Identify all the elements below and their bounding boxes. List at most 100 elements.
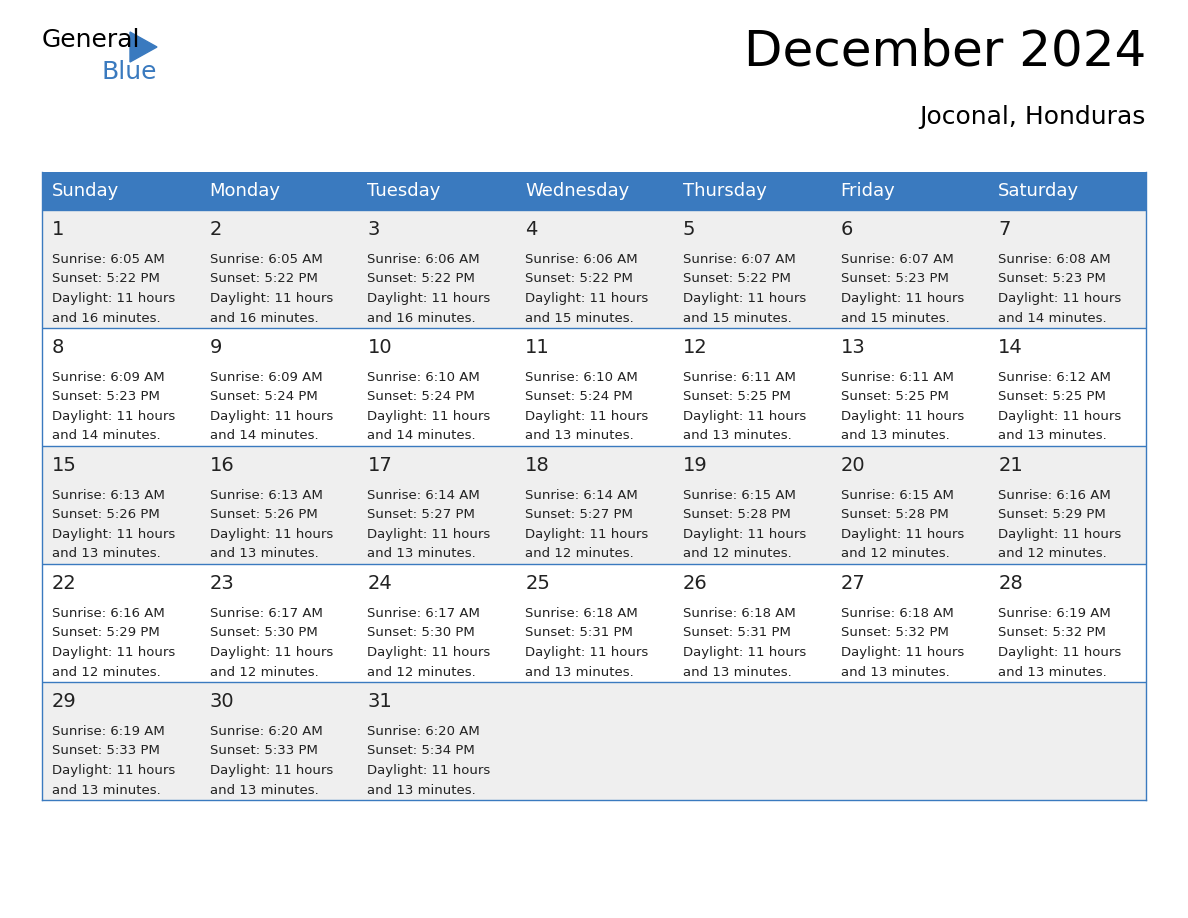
Text: and 13 minutes.: and 13 minutes. <box>683 666 791 678</box>
Text: 5: 5 <box>683 220 695 239</box>
Text: December 2024: December 2024 <box>744 28 1146 76</box>
Bar <box>42 564 1146 682</box>
Text: Sunset: 5:34 PM: Sunset: 5:34 PM <box>367 744 475 757</box>
Text: Sunset: 5:23 PM: Sunset: 5:23 PM <box>841 273 948 285</box>
Text: and 14 minutes.: and 14 minutes. <box>998 311 1107 324</box>
Bar <box>42 682 1146 800</box>
Text: and 12 minutes.: and 12 minutes. <box>367 666 476 678</box>
Text: Daylight: 11 hours: Daylight: 11 hours <box>52 764 176 777</box>
Text: 13: 13 <box>841 338 865 357</box>
Text: Sunset: 5:30 PM: Sunset: 5:30 PM <box>367 626 475 640</box>
Text: Sunset: 5:22 PM: Sunset: 5:22 PM <box>210 273 317 285</box>
Text: Daylight: 11 hours: Daylight: 11 hours <box>841 646 963 659</box>
Text: Sunrise: 6:15 AM: Sunrise: 6:15 AM <box>841 489 954 502</box>
Text: Daylight: 11 hours: Daylight: 11 hours <box>210 410 333 423</box>
Text: 14: 14 <box>998 338 1023 357</box>
Text: and 13 minutes.: and 13 minutes. <box>210 547 318 561</box>
Text: 2: 2 <box>210 220 222 239</box>
Text: Daylight: 11 hours: Daylight: 11 hours <box>210 764 333 777</box>
Text: Sunset: 5:24 PM: Sunset: 5:24 PM <box>525 390 633 404</box>
Text: and 13 minutes.: and 13 minutes. <box>998 430 1107 442</box>
Text: Sunset: 5:26 PM: Sunset: 5:26 PM <box>210 509 317 521</box>
Text: and 12 minutes.: and 12 minutes. <box>683 547 791 561</box>
Bar <box>42 172 1146 210</box>
Text: Sunrise: 6:09 AM: Sunrise: 6:09 AM <box>210 371 322 384</box>
Text: Sunrise: 6:16 AM: Sunrise: 6:16 AM <box>52 607 165 620</box>
Text: Daylight: 11 hours: Daylight: 11 hours <box>367 764 491 777</box>
Text: Sunrise: 6:06 AM: Sunrise: 6:06 AM <box>525 253 638 266</box>
Text: 23: 23 <box>210 574 234 593</box>
Text: Sunrise: 6:10 AM: Sunrise: 6:10 AM <box>367 371 480 384</box>
Text: Daylight: 11 hours: Daylight: 11 hours <box>841 528 963 541</box>
Text: 6: 6 <box>841 220 853 239</box>
Text: Daylight: 11 hours: Daylight: 11 hours <box>210 528 333 541</box>
Text: and 13 minutes.: and 13 minutes. <box>683 430 791 442</box>
Text: Sunset: 5:25 PM: Sunset: 5:25 PM <box>841 390 948 404</box>
Text: Daylight: 11 hours: Daylight: 11 hours <box>367 646 491 659</box>
Text: Sunset: 5:30 PM: Sunset: 5:30 PM <box>210 626 317 640</box>
Text: Daylight: 11 hours: Daylight: 11 hours <box>841 410 963 423</box>
Text: and 14 minutes.: and 14 minutes. <box>367 430 476 442</box>
Text: Sunrise: 6:11 AM: Sunrise: 6:11 AM <box>683 371 796 384</box>
Text: 20: 20 <box>841 456 865 475</box>
Text: Sunrise: 6:18 AM: Sunrise: 6:18 AM <box>525 607 638 620</box>
Text: Sunday: Sunday <box>52 182 119 200</box>
Text: Sunset: 5:22 PM: Sunset: 5:22 PM <box>367 273 475 285</box>
Text: and 12 minutes.: and 12 minutes. <box>52 666 160 678</box>
Text: 26: 26 <box>683 574 708 593</box>
Text: Sunrise: 6:16 AM: Sunrise: 6:16 AM <box>998 489 1111 502</box>
Text: and 14 minutes.: and 14 minutes. <box>210 430 318 442</box>
Text: Sunrise: 6:10 AM: Sunrise: 6:10 AM <box>525 371 638 384</box>
Text: Daylight: 11 hours: Daylight: 11 hours <box>367 292 491 305</box>
Text: and 16 minutes.: and 16 minutes. <box>52 311 160 324</box>
Text: Daylight: 11 hours: Daylight: 11 hours <box>683 646 807 659</box>
Bar <box>42 210 1146 328</box>
Text: Daylight: 11 hours: Daylight: 11 hours <box>998 646 1121 659</box>
Text: 30: 30 <box>210 692 234 711</box>
Text: 29: 29 <box>52 692 77 711</box>
Text: 9: 9 <box>210 338 222 357</box>
Text: Sunrise: 6:19 AM: Sunrise: 6:19 AM <box>52 725 165 738</box>
Text: Sunrise: 6:08 AM: Sunrise: 6:08 AM <box>998 253 1111 266</box>
Text: 11: 11 <box>525 338 550 357</box>
Text: Sunrise: 6:09 AM: Sunrise: 6:09 AM <box>52 371 165 384</box>
Text: 24: 24 <box>367 574 392 593</box>
Text: Daylight: 11 hours: Daylight: 11 hours <box>52 292 176 305</box>
Text: 15: 15 <box>52 456 77 475</box>
Text: Sunset: 5:28 PM: Sunset: 5:28 PM <box>841 509 948 521</box>
Text: and 14 minutes.: and 14 minutes. <box>52 430 160 442</box>
Text: 28: 28 <box>998 574 1023 593</box>
Text: and 12 minutes.: and 12 minutes. <box>841 547 949 561</box>
Text: and 15 minutes.: and 15 minutes. <box>525 311 634 324</box>
Bar <box>42 328 1146 446</box>
Text: Sunrise: 6:15 AM: Sunrise: 6:15 AM <box>683 489 796 502</box>
Text: Sunrise: 6:17 AM: Sunrise: 6:17 AM <box>367 607 480 620</box>
Text: and 13 minutes.: and 13 minutes. <box>525 430 634 442</box>
Text: and 12 minutes.: and 12 minutes. <box>210 666 318 678</box>
Text: and 12 minutes.: and 12 minutes. <box>998 547 1107 561</box>
Text: Blue: Blue <box>102 60 158 84</box>
Text: Sunrise: 6:17 AM: Sunrise: 6:17 AM <box>210 607 323 620</box>
Text: Daylight: 11 hours: Daylight: 11 hours <box>367 528 491 541</box>
Text: Sunrise: 6:18 AM: Sunrise: 6:18 AM <box>841 607 953 620</box>
Text: and 13 minutes.: and 13 minutes. <box>525 666 634 678</box>
Text: Daylight: 11 hours: Daylight: 11 hours <box>841 292 963 305</box>
Text: Sunrise: 6:20 AM: Sunrise: 6:20 AM <box>367 725 480 738</box>
Text: Sunset: 5:31 PM: Sunset: 5:31 PM <box>683 626 791 640</box>
Text: Daylight: 11 hours: Daylight: 11 hours <box>998 528 1121 541</box>
Text: 27: 27 <box>841 574 865 593</box>
Text: Sunrise: 6:05 AM: Sunrise: 6:05 AM <box>210 253 322 266</box>
Text: Monday: Monday <box>210 182 280 200</box>
Text: Sunset: 5:23 PM: Sunset: 5:23 PM <box>52 390 160 404</box>
Text: 21: 21 <box>998 456 1023 475</box>
Bar <box>42 446 1146 564</box>
Text: Daylight: 11 hours: Daylight: 11 hours <box>367 410 491 423</box>
Text: Daylight: 11 hours: Daylight: 11 hours <box>52 528 176 541</box>
Text: and 13 minutes.: and 13 minutes. <box>52 783 160 797</box>
Text: and 16 minutes.: and 16 minutes. <box>210 311 318 324</box>
Text: Sunrise: 6:18 AM: Sunrise: 6:18 AM <box>683 607 796 620</box>
Text: Daylight: 11 hours: Daylight: 11 hours <box>525 528 649 541</box>
Text: Sunset: 5:32 PM: Sunset: 5:32 PM <box>998 626 1106 640</box>
Text: and 13 minutes.: and 13 minutes. <box>367 547 476 561</box>
Text: Daylight: 11 hours: Daylight: 11 hours <box>52 646 176 659</box>
